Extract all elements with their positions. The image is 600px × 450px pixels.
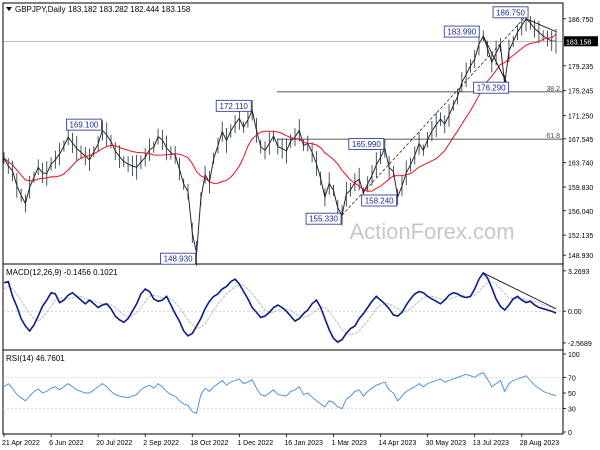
last-price-label: 183.158 [566, 39, 591, 46]
date-tick-label: 1 Dec 2022 [237, 440, 273, 447]
rsi-tick-label: 50 [568, 391, 576, 398]
rsi-panel-frame [2, 349, 564, 435]
annotation-label: 155.330 [309, 215, 338, 224]
price-tick-label: 171.250 [568, 114, 593, 121]
date-tick-label: 14 Apr 2023 [379, 440, 417, 447]
price-annotations: 38.2 61.8 172.110 169.100 148.930 155.330 165.… [3, 6, 563, 265]
annotation-label: 148.930 [164, 255, 193, 264]
macd-title: MACD(12,26,9) -0.1456 0.1021 [6, 268, 118, 277]
fib-level-label: 61.8 [546, 133, 560, 140]
date-tick-label: 16 Jan 2023 [284, 440, 323, 447]
date-tick-label: 18 Oct 2022 [190, 440, 228, 447]
fib-level-label: 38.2 [546, 86, 560, 93]
macd-signal-line [3, 281, 557, 336]
price-plot [3, 6, 557, 266]
price-annotation: 169.100 [66, 118, 102, 131]
annotation-label: 158.240 [365, 197, 394, 206]
price-annotation: 155.330 [305, 212, 342, 225]
upper-channel-line [525, 18, 557, 33]
date-tick-label: 2 Sep 2022 [143, 440, 179, 447]
price-tick-label: 148.930 [568, 253, 593, 260]
price-tick-label: 152.135 [568, 233, 593, 240]
date-tick-label: 21 Apr 2022 [2, 440, 40, 447]
price-annotation: 183.990 [443, 25, 480, 38]
annotation-label: 165.990 [352, 140, 381, 149]
annotation-box [492, 6, 529, 19]
annotation-box [473, 81, 510, 94]
price-tick-label: 175.245 [568, 89, 593, 96]
annotation-box [361, 194, 398, 207]
price-header: GBPJPY,Daily 183.182 183.282 182.444 183… [6, 5, 191, 14]
rsi-plot [3, 372, 563, 414]
date-tick-label: 30 May 2023 [426, 440, 467, 447]
date-axis: 21 Apr 2022 6 Jun 2022 20 Jul 2022 2 Sep 20… [2, 434, 559, 447]
rising-trend-line [341, 15, 527, 216]
macd-trend-line [483, 272, 557, 310]
annotation-label: 176.290 [477, 84, 506, 93]
falling-leg-line [482, 35, 510, 88]
macd-tick-label: -2.5689 [568, 341, 592, 348]
price-tick-label: 186.750 [568, 17, 593, 24]
watermark: ActionForex.com [349, 219, 514, 244]
annotation-label: 169.100 [69, 121, 98, 130]
date-tick-label: 6 Jun 2022 [49, 440, 84, 447]
price-annotation: 165.990 [348, 138, 385, 150]
price-tick-label: 156.040 [568, 209, 593, 216]
price-annotation: 172.110 [215, 99, 252, 112]
dropdown-triangle-icon [6, 7, 12, 11]
annotation-box [443, 25, 480, 38]
ohlc-readout: 183.182 183.282 182.444 183.158 [68, 5, 191, 14]
last-price-badge [564, 36, 598, 47]
annotation-box [160, 252, 196, 265]
symbol-label: GBPJPY,Daily [15, 5, 66, 14]
price-axis: 186.750 179.235 175.245 171.250 167.545 163.7… [563, 17, 598, 260]
rsi-tick-label: 0 [568, 430, 572, 437]
macd-tick-label: 3.2693 [568, 269, 590, 276]
rsi-title: RSI(14) 46.7601 [6, 354, 65, 363]
macd-line [3, 271, 557, 344]
date-tick-label: 20 Jul 2022 [96, 440, 132, 447]
rsi-tick-label: 30 [568, 407, 576, 414]
annotation-box [215, 99, 252, 112]
moving-average-line [3, 33, 557, 192]
macd-tick-label: 0.00 [568, 309, 582, 316]
price-tick-label: 163.740 [568, 161, 593, 168]
price-series-line [3, 18, 557, 254]
annotation-label: 172.110 [220, 102, 249, 111]
rsi-axis: 100 70 50 30 0 [563, 352, 580, 437]
rsi-tick-label: 70 [568, 375, 576, 382]
annotation-label: 183.990 [447, 28, 476, 37]
price-annotation: 148.930 [160, 252, 196, 265]
price-tick-label: 179.235 [568, 64, 593, 71]
rsi-tick-label: 100 [568, 352, 580, 359]
macd-plot [3, 271, 563, 344]
macd-axis: 3.2693 0.00 -2.5689 [563, 269, 592, 348]
price-annotation: 158.240 [361, 194, 398, 207]
price-annotation: 186.750 [492, 6, 529, 19]
date-tick-label: 28 Aug 2023 [520, 440, 559, 447]
annotation-box [305, 212, 342, 225]
date-tick-label: 13 Jul 2023 [473, 440, 509, 447]
date-tick-label: 1 Mar 2023 [331, 440, 367, 447]
annotation-label: 186.750 [496, 8, 525, 17]
annotation-box [348, 138, 385, 150]
price-annotation: 176.290 [473, 81, 510, 94]
rsi-line [3, 372, 557, 414]
annotation-box [66, 118, 102, 131]
price-tick-label: 167.545 [568, 137, 593, 144]
price-tick-label: 159.830 [568, 185, 593, 192]
